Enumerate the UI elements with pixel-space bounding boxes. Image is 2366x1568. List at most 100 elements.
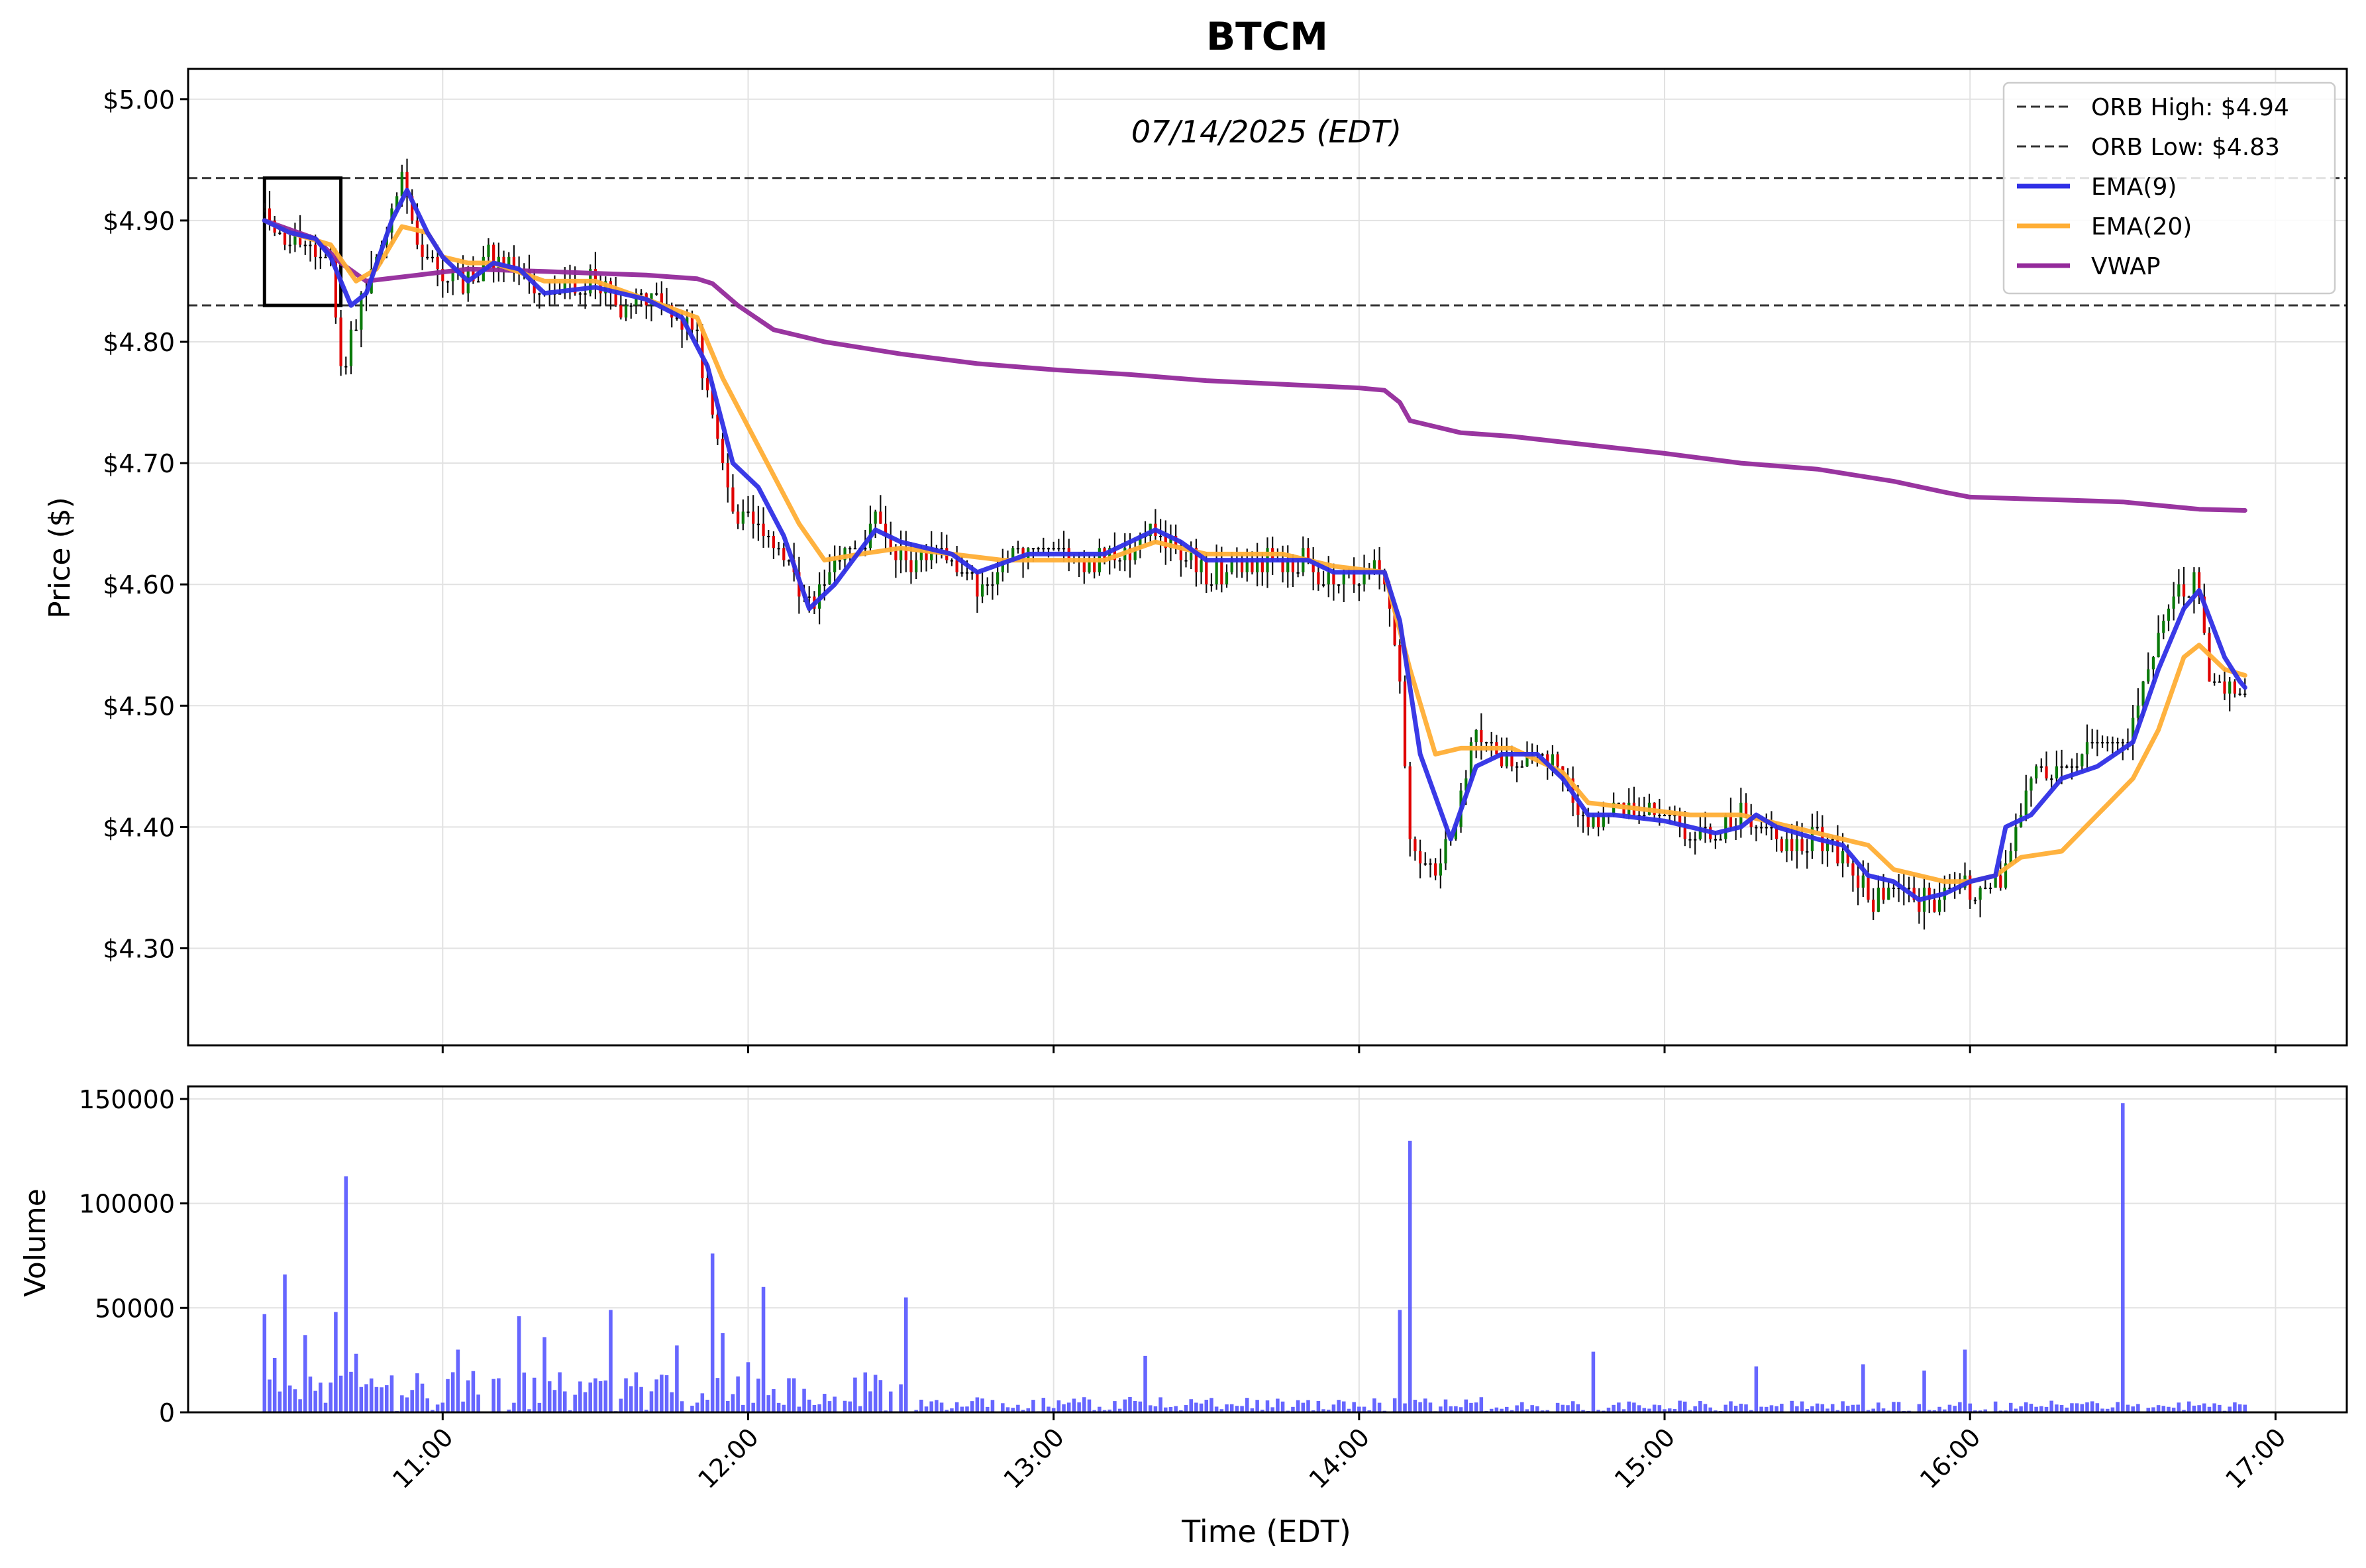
legend-label: VWAP: [2091, 253, 2161, 280]
volume-bar: [904, 1297, 908, 1412]
candle-body: [1225, 572, 1229, 585]
volume-bar: [1301, 1402, 1306, 1412]
volume-bar: [2186, 1401, 2191, 1412]
volume-bar: [1703, 1404, 1708, 1412]
candle-body: [1937, 900, 1941, 912]
candle-body: [864, 548, 867, 550]
volume-bar: [975, 1397, 980, 1412]
candle-body: [2024, 790, 2028, 815]
candle-body: [1469, 742, 1473, 779]
volume-bar: [2049, 1400, 2053, 1412]
candle-body: [558, 293, 562, 295]
volume-bar: [2202, 1403, 2206, 1412]
candle-body: [1312, 560, 1315, 572]
volume-bar: [1092, 1410, 1096, 1412]
volume-bar: [1896, 1402, 1901, 1412]
volume-bar: [1296, 1400, 1300, 1412]
candle-body: [1281, 560, 1284, 572]
volume-bar: [1107, 1409, 1111, 1412]
volume-bar: [303, 1335, 307, 1412]
candle-body: [1836, 839, 1839, 864]
volume-bar: [1627, 1401, 1631, 1412]
volume-bar: [1439, 1406, 1443, 1412]
candle-body: [1332, 572, 1335, 585]
price-tick-label: $4.50: [103, 692, 175, 721]
candle-body: [1806, 851, 1809, 853]
volume-bar: [914, 1410, 918, 1412]
candle-body: [1454, 827, 1458, 839]
candle-body: [1602, 815, 1605, 827]
candle-body: [1658, 815, 1661, 817]
volume-bar: [1698, 1401, 1702, 1412]
volume-frame: [187, 1085, 2348, 1414]
candle-body: [1704, 827, 1707, 829]
volume-panel: 0 50000 100000 150000 Volume: [19, 1085, 2348, 1428]
volume-bar: [939, 1402, 944, 1412]
candle-body: [1353, 572, 1356, 585]
candle-body: [1434, 863, 1437, 876]
candle-body: [1851, 863, 1855, 876]
volume-bar: [466, 1380, 470, 1412]
candle-body: [1867, 875, 1870, 900]
candle-body: [1429, 863, 1432, 865]
candle-body: [1444, 839, 1447, 864]
volume-bar: [431, 1410, 435, 1412]
volume-bar: [1830, 1404, 1835, 1412]
price-tick-label: $4.70: [103, 449, 175, 478]
volume-bar: [1428, 1402, 1433, 1412]
volume-bar: [868, 1391, 872, 1412]
candle-body: [711, 390, 714, 415]
volume-bar: [2146, 1408, 2151, 1412]
volume-bar: [1240, 1406, 1244, 1412]
volume-bar: [1856, 1404, 1860, 1412]
candle-body: [502, 256, 505, 270]
candle-body: [1800, 839, 1804, 852]
candle-body: [1317, 572, 1320, 585]
volume-bar: [1117, 1408, 1122, 1412]
time-tick-label: 17:00: [2220, 1422, 2292, 1494]
orb-lines: [188, 177, 2347, 307]
candle-body: [1918, 900, 1921, 912]
volume-bar: [1158, 1397, 1162, 1412]
candle-body: [1093, 560, 1096, 572]
candle-body: [2238, 693, 2241, 695]
candle-body: [405, 172, 409, 197]
price-tick-label: $4.40: [103, 813, 175, 842]
volume-bar: [1362, 1406, 1366, 1412]
candle-body: [1928, 887, 1931, 900]
volume-bar: [552, 1390, 557, 1412]
volume-bar: [924, 1406, 929, 1412]
volume-bar: [1494, 1407, 1499, 1412]
volume-bar: [1749, 1410, 1753, 1412]
volume-bar: [583, 1392, 588, 1412]
volume-tick-label: 0: [159, 1398, 175, 1428]
volume-bar: [1194, 1402, 1198, 1412]
candle-body: [1133, 548, 1137, 560]
candle-body: [492, 244, 495, 270]
chart-title: BTCM: [1206, 14, 1328, 59]
candle-body: [1490, 742, 1493, 744]
candle-body: [777, 548, 780, 550]
volume-bar: [1021, 1410, 1025, 1412]
volume-bar: [721, 1333, 725, 1412]
candle-body: [2085, 742, 2089, 755]
candle-body: [1042, 548, 1045, 550]
volume-bar: [1443, 1399, 1448, 1412]
volume-bar: [1016, 1404, 1020, 1412]
candle-body: [1556, 754, 1559, 766]
candle-body: [584, 293, 587, 295]
candle-body: [1525, 754, 1529, 766]
volume-bar: [1617, 1402, 1621, 1412]
candle-body: [533, 281, 536, 293]
volume-bar: [1280, 1401, 1285, 1412]
volume-bar: [1744, 1404, 1748, 1412]
candle-body: [1831, 839, 1834, 841]
candle-body: [563, 281, 566, 293]
volume-bar: [1229, 1404, 1234, 1412]
volume-bar: [2014, 1408, 2018, 1412]
volume-bar: [359, 1386, 364, 1412]
volume-bar: [2019, 1406, 2023, 1412]
candle-body: [1016, 548, 1019, 550]
candle-body: [578, 293, 582, 295]
volume-bar: [1199, 1403, 1204, 1412]
